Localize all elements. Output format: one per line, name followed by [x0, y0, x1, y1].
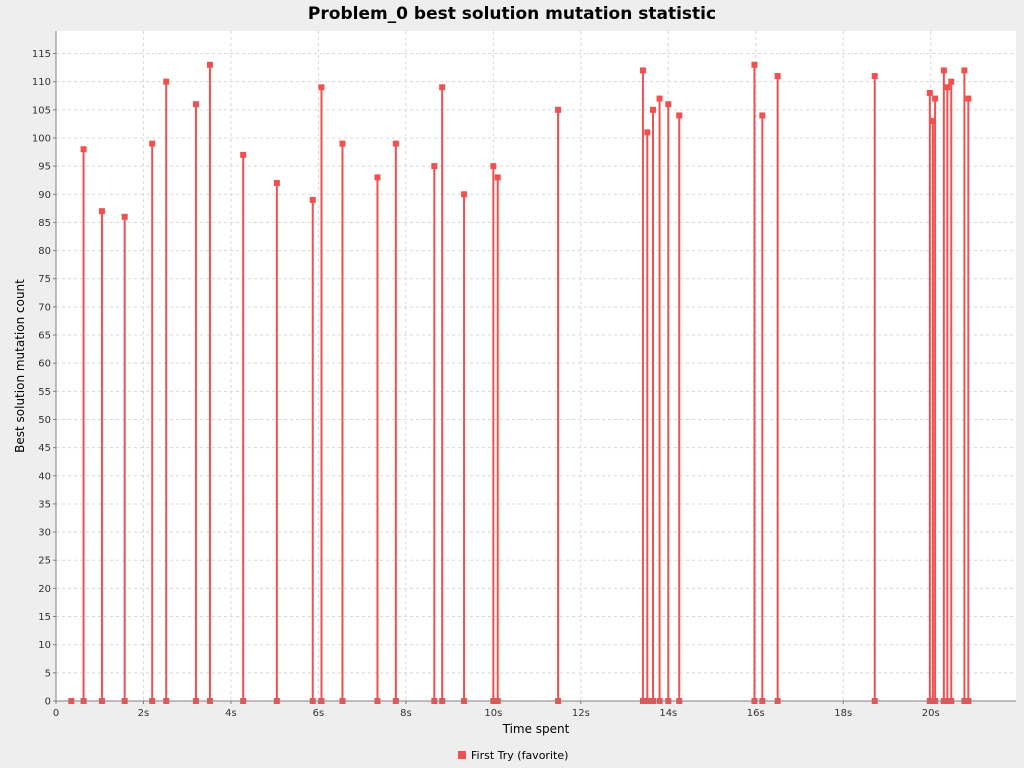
data-point: [431, 163, 438, 170]
data-point: [309, 196, 316, 203]
y-tick-label: 30: [38, 528, 51, 539]
y-tick-label: 10: [38, 640, 51, 651]
data-point: [649, 106, 656, 113]
y-tick-label: 105: [32, 105, 51, 116]
y-tick-label: 45: [38, 443, 51, 454]
y-tick-label: 85: [38, 218, 51, 229]
data-point: [98, 208, 105, 215]
y-tick-label: 80: [38, 246, 51, 257]
data-point: [163, 78, 170, 85]
data-point: [932, 95, 939, 102]
y-tick-label: 70: [38, 302, 51, 313]
data-point: [273, 180, 280, 187]
y-tick-label: 5: [45, 668, 51, 679]
y-tick-label: 90: [38, 190, 51, 201]
data-point: [644, 129, 651, 136]
data-point: [149, 140, 156, 147]
data-point: [318, 84, 325, 91]
y-tick-label: 50: [38, 415, 51, 426]
x-tick-label: 4s: [225, 708, 237, 719]
data-point: [948, 78, 955, 85]
y-tick-label: 40: [38, 471, 51, 482]
y-tick-label: 60: [38, 359, 51, 370]
y-tick-label: 100: [32, 133, 51, 144]
data-point: [490, 163, 497, 170]
y-tick-label: 95: [38, 162, 51, 173]
y-tick-label: 55: [38, 387, 51, 398]
y-tick-label: 25: [38, 556, 51, 567]
x-tick-label: 2s: [138, 708, 150, 719]
y-tick-label: 110: [32, 77, 51, 88]
data-point: [759, 112, 766, 119]
y-tick-label: 0: [45, 697, 51, 708]
legend-swatch: [458, 751, 466, 759]
data-point: [929, 118, 936, 125]
data-point: [206, 61, 213, 68]
data-point: [240, 151, 247, 158]
y-tick-label: 35: [38, 499, 51, 510]
x-tick-label: 14s: [659, 708, 677, 719]
data-point: [926, 89, 933, 96]
x-tick-label: 6s: [313, 708, 325, 719]
data-point: [944, 84, 951, 91]
data-point: [751, 61, 758, 68]
data-point: [656, 95, 663, 102]
y-tick-label: 115: [32, 49, 51, 60]
data-point: [871, 73, 878, 80]
x-tick-label: 10s: [484, 708, 502, 719]
data-point: [940, 67, 947, 74]
x-tick-label: 20s: [922, 708, 940, 719]
data-point: [439, 84, 446, 91]
data-point: [374, 174, 381, 181]
x-tick-label: 0: [53, 708, 59, 719]
x-axis-label: Time spent: [502, 722, 570, 736]
data-point: [961, 67, 968, 74]
x-tick-label: 8s: [400, 708, 412, 719]
x-tick-label: 18s: [834, 708, 852, 719]
x-axis-ticks: 0 2s 4s 6s 8s 10s 12s 14s 16s 18s 20s: [53, 701, 940, 719]
y-tick-label: 20: [38, 584, 51, 595]
x-tick-label: 16s: [747, 708, 765, 719]
data-point: [121, 213, 128, 220]
y-tick-label: 75: [38, 274, 51, 285]
y-tick-label: 65: [38, 331, 51, 342]
data-point: [965, 95, 972, 102]
data-point: [392, 140, 399, 147]
data-point: [639, 67, 646, 74]
legend: First Try (favorite): [458, 749, 568, 762]
data-point: [676, 112, 683, 119]
data-point: [461, 191, 468, 198]
chart-title: Problem_0 best solution mutation statist…: [308, 4, 716, 24]
data-point: [339, 140, 346, 147]
data-point: [494, 174, 501, 181]
plot-area: [56, 31, 1016, 701]
data-point: [774, 73, 781, 80]
y-tick-label: 15: [38, 612, 51, 623]
y-axis-label: Best solution mutation count: [13, 279, 27, 453]
data-point: [192, 101, 199, 108]
data-point: [555, 106, 562, 113]
data-point: [80, 146, 87, 153]
x-tick-label: 12s: [572, 708, 590, 719]
series-group: [68, 61, 972, 704]
y-axis-ticks: 0 5 10 15 20 25 30 35 40 45 50 55 60 65 70 75 80 85 90 95 10…: [32, 49, 56, 708]
data-point: [665, 101, 672, 108]
legend-label: First Try (favorite): [471, 749, 568, 762]
